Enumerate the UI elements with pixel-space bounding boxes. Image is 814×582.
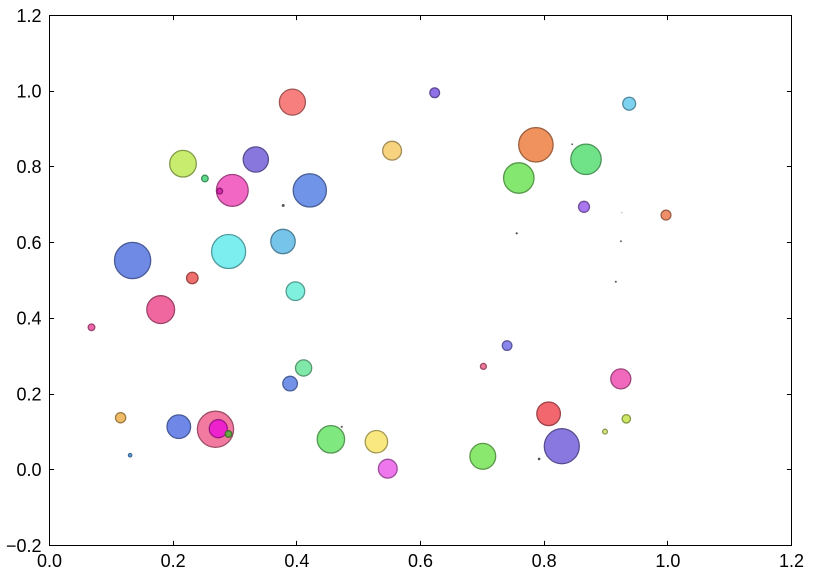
svg-text:0.6: 0.6: [16, 233, 41, 253]
svg-text:0.8: 0.8: [16, 157, 41, 177]
svg-text:−0.2: −0.2: [6, 536, 42, 556]
svg-text:0.8: 0.8: [532, 551, 557, 571]
svg-text:1.0: 1.0: [16, 82, 41, 102]
svg-text:0.2: 0.2: [161, 551, 186, 571]
svg-text:0.0: 0.0: [16, 460, 41, 480]
svg-text:0.6: 0.6: [408, 551, 433, 571]
svg-text:1.2: 1.2: [779, 551, 804, 571]
svg-text:1.0: 1.0: [655, 551, 680, 571]
svg-text:1.2: 1.2: [16, 6, 41, 26]
svg-text:0.2: 0.2: [16, 384, 41, 404]
svg-text:0.4: 0.4: [16, 309, 41, 329]
svg-text:0.4: 0.4: [284, 551, 309, 571]
svg-text:0.0: 0.0: [37, 551, 62, 571]
